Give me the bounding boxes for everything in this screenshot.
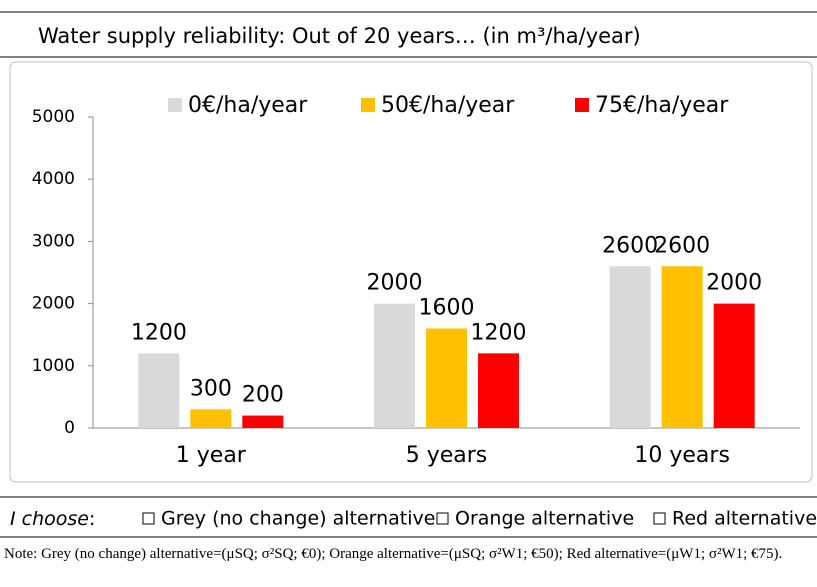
data-label: 1600 xyxy=(419,295,475,320)
note: Note: Grey (no change) alternative=(μSQ;… xyxy=(4,546,783,562)
choice-separator: : xyxy=(89,508,95,530)
data-label: 2600 xyxy=(654,233,710,258)
y-tick-label: 1000 xyxy=(32,356,75,376)
data-label: 2600 xyxy=(602,233,658,258)
legend-label: 50€/ha/year xyxy=(381,93,515,118)
data-label: 200 xyxy=(242,383,284,408)
checkbox[interactable] xyxy=(653,512,666,525)
legend-swatch xyxy=(361,98,375,112)
bar xyxy=(713,303,755,428)
bar xyxy=(609,266,651,428)
legend-label: 0€/ha/year xyxy=(188,93,308,118)
card-title: Water supply reliability: Out of 20 year… xyxy=(38,24,641,48)
choice-label: I choose: xyxy=(10,508,95,530)
bar xyxy=(478,353,519,428)
choice-option: Red alternative xyxy=(672,508,817,530)
data-label: 1200 xyxy=(471,320,527,345)
bar xyxy=(138,353,180,428)
bar xyxy=(242,415,284,428)
y-tick-label: 0 xyxy=(64,418,75,438)
checkbox[interactable] xyxy=(142,512,155,525)
data-label: 2000 xyxy=(706,271,762,296)
x-tick-label: 1 year xyxy=(176,443,247,468)
x-tick-label: 10 years xyxy=(634,443,730,468)
checkbox[interactable] xyxy=(436,512,449,525)
bar xyxy=(374,303,415,428)
bar xyxy=(426,328,467,428)
choice-option: Orange alternative xyxy=(455,508,634,530)
card: Water supply reliability: Out of 20 year… xyxy=(0,11,817,538)
y-tick-label: 5000 xyxy=(32,107,75,127)
data-label: 300 xyxy=(190,376,232,401)
bar xyxy=(190,409,232,428)
data-label: 2000 xyxy=(367,271,423,296)
y-tick-label: 3000 xyxy=(32,231,75,251)
y-tick-label: 2000 xyxy=(32,294,75,314)
data-label: 1200 xyxy=(131,320,187,345)
x-tick-label: 5 years xyxy=(406,443,488,468)
legend-swatch xyxy=(575,98,589,112)
bar xyxy=(661,266,703,428)
choice-option: Grey (no change) alternative xyxy=(161,508,435,530)
legend-swatch xyxy=(168,98,182,112)
choice-label-text: I choose xyxy=(10,508,89,530)
legend-label: 75€/ha/year xyxy=(595,93,729,118)
y-tick-label: 4000 xyxy=(32,169,75,189)
